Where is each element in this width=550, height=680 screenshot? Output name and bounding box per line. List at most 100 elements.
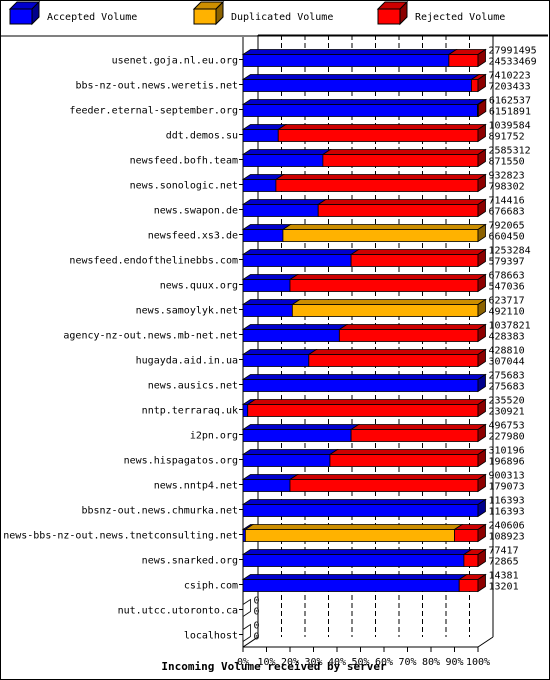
bar-top-face [241, 574, 469, 580]
bar-segment-accepted-volume [241, 574, 469, 592]
x-tick-label: 0% [237, 657, 249, 668]
bar-front-face [242, 404, 249, 417]
bar-row: localhost 00 [184, 621, 260, 643]
bar-empty [242, 623, 251, 643]
total-volume-label: 1253284 [489, 246, 531, 257]
bar-segment-rejected-volume [288, 474, 487, 492]
bar-top-face [328, 449, 487, 455]
accepted-volume-label: 108923 [489, 532, 525, 543]
bar-side-face [477, 448, 486, 468]
bar-top-face [241, 74, 481, 80]
total-volume-label: 0 [254, 596, 260, 607]
bar-top-face [274, 174, 487, 180]
floor-left-edge [242, 636, 259, 648]
bar-side-face [477, 423, 486, 443]
bar-segment-accepted-volume [241, 324, 349, 342]
bar-front-face [242, 379, 479, 392]
bar-segment-rejected-volume [328, 449, 487, 467]
category-label: agency-nz-out.news.mb-net.net [63, 331, 238, 342]
bar-segment-accepted-volume [241, 249, 360, 267]
x-tick-label: 10% [257, 657, 275, 668]
bar-segment-accepted-volume [241, 349, 318, 367]
bar-side-face [477, 523, 486, 543]
bar-segment-duplicated-volume [281, 224, 487, 242]
bar-empty [242, 598, 251, 618]
accepted-volume-label: 227980 [489, 432, 525, 443]
x-tick-label: 50% [351, 657, 369, 668]
bar-segment-accepted-volume [241, 549, 473, 567]
bar-segment-accepted-volume [241, 299, 302, 317]
legend-label: Duplicated Volume [231, 12, 333, 23]
accepted-volume-label: 13201 [489, 582, 519, 593]
bar-side-face [477, 473, 486, 493]
total-volume-label: 2585312 [489, 146, 531, 157]
bar-side-face [477, 148, 486, 168]
bar-top-face [349, 424, 487, 430]
bar-top-face [241, 249, 360, 255]
category-label: feeder.eternal-september.org [69, 106, 238, 117]
bar-front-face [350, 254, 479, 267]
bar-segment-duplicated-volume [291, 299, 487, 317]
bar-top-face [321, 149, 487, 155]
bar-side-face [477, 73, 486, 93]
accepted-volume-label: 230921 [489, 407, 525, 418]
category-label: bbsnz-out.news.chmurka.net [81, 506, 238, 517]
bar-top-face [246, 399, 487, 405]
total-volume-label: 116393 [489, 496, 525, 507]
accepted-volume-label: 660450 [489, 232, 525, 243]
category-label: news.ausics.net [148, 381, 238, 392]
bar-row: nut.utcc.utoronto.ca 00 [118, 596, 260, 618]
bar-segment-accepted-volume [241, 499, 487, 517]
bar-segment-accepted-volume [241, 449, 339, 467]
bar-top-face [241, 449, 339, 455]
category-label: bbs-nz-out.news.weretis.net [75, 81, 238, 92]
legend-item-rejected-volume: Rejected Volume [376, 0, 505, 26]
bar-top-face [338, 324, 487, 330]
bar-top-face [241, 499, 487, 505]
bar-segment-accepted-volume [241, 149, 332, 167]
bar-top-face [241, 299, 302, 305]
total-volume-label: 792065 [489, 221, 525, 232]
total-volume-label: 932823 [489, 171, 525, 182]
bar-front-face [454, 529, 479, 542]
bar-front-face [242, 329, 340, 342]
total-volume-label: 14381 [489, 571, 519, 582]
bar-segment-rejected-volume [288, 274, 487, 292]
bar-front-face [244, 529, 455, 542]
legend-swatch [9, 8, 33, 25]
x-tick-label: 90% [445, 657, 463, 668]
bar-top-face [349, 249, 487, 255]
bar-side-face [477, 398, 486, 418]
accepted-volume-label: 24533469 [489, 57, 537, 68]
bar-front-face [338, 329, 479, 342]
bar-side-face [477, 173, 486, 193]
plot-area: 0% 10% 20% 30% 40% 50% 60% 70% 80% 90% 100% usenet.… [3, 34, 548, 668]
bar-side-face [477, 498, 486, 518]
total-volume-label: 27991495 [489, 46, 537, 57]
bar-row: bbs-nz-out.news.weretis.net 7410223720343… [75, 71, 530, 93]
bar-segment-accepted-volume [241, 49, 458, 67]
total-volume-label: 496753 [489, 421, 525, 432]
category-label: news.nntp4.net [154, 481, 238, 492]
category-label: nut.utcc.utoronto.ca [118, 606, 238, 617]
bar-front-face [242, 254, 352, 267]
bar-segment-rejected-volume [349, 249, 487, 267]
legend-item-duplicated-volume: Duplicated Volume [192, 0, 333, 26]
total-volume-label: 235520 [489, 396, 525, 407]
bar-top-face [241, 199, 328, 205]
accepted-volume-label: 579397 [489, 257, 525, 268]
bar-front-face [329, 454, 479, 467]
accepted-volume-label: 116393 [489, 507, 525, 518]
bar-side-face [477, 548, 486, 568]
